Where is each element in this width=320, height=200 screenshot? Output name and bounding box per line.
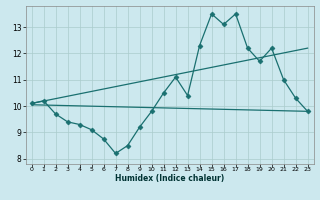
X-axis label: Humidex (Indice chaleur): Humidex (Indice chaleur) — [115, 174, 224, 183]
